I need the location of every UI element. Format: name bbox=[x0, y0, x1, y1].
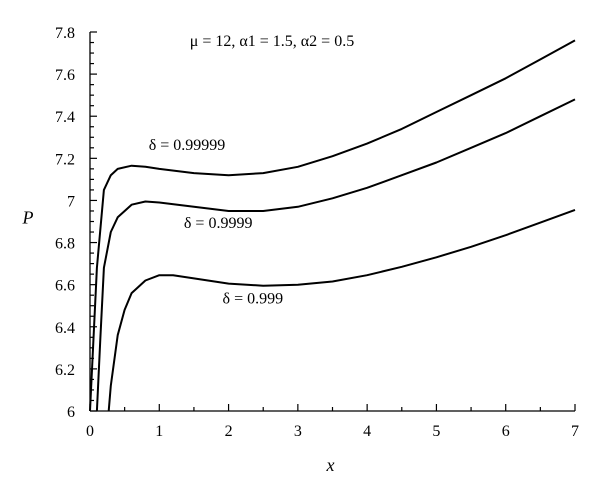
x-tick-label: 3 bbox=[294, 423, 302, 440]
y-tick-label: 6.8 bbox=[55, 236, 75, 253]
series-label: δ = 0.9999 bbox=[184, 215, 253, 232]
y-tick-label: 7.8 bbox=[55, 25, 75, 42]
chart-title: μ = 12, α1 = 1.5, α2 = 0.5 bbox=[190, 33, 354, 50]
series-label: δ = 0.99999 bbox=[149, 137, 226, 154]
series-line-3 bbox=[107, 208, 576, 412]
x-tick-label: 4 bbox=[363, 423, 371, 440]
x-tick-label: 5 bbox=[432, 423, 440, 440]
y-tick-label: 6.4 bbox=[55, 320, 75, 337]
x-tick-label: 6 bbox=[502, 423, 510, 440]
x-tick-label: 0 bbox=[86, 423, 94, 440]
x-tick-label: 7 bbox=[571, 423, 579, 440]
y-tick-label: 6.2 bbox=[55, 362, 75, 379]
y-tick-label: 7.2 bbox=[55, 151, 75, 168]
series-group bbox=[89, 39, 576, 412]
y-tick-label: 6 bbox=[67, 404, 75, 421]
y-tick-label: 7.6 bbox=[55, 67, 75, 84]
x-tick-label: 2 bbox=[225, 423, 233, 440]
series-line-2 bbox=[95, 98, 576, 412]
y-axis-title: P bbox=[22, 208, 34, 228]
y-tick-label: 7 bbox=[67, 193, 75, 210]
axis-ticks: 0 1 2 3 4 5 6 7 6 6.2 6.4 6.6 6.8 7 7.2 7.4 7.6 7.8 bbox=[55, 25, 579, 440]
annotations: δ = 0.99999 δ = 0.9999 δ = 0.999 bbox=[149, 137, 283, 308]
y-tick-label: 6.6 bbox=[55, 278, 75, 295]
x-tick-label: 1 bbox=[155, 423, 163, 440]
y-tick-label: 7.4 bbox=[55, 109, 75, 126]
axes bbox=[89, 32, 575, 412]
series-line-1 bbox=[89, 39, 576, 412]
series-label: δ = 0.999 bbox=[223, 291, 284, 308]
x-axis-title: x bbox=[326, 455, 335, 475]
